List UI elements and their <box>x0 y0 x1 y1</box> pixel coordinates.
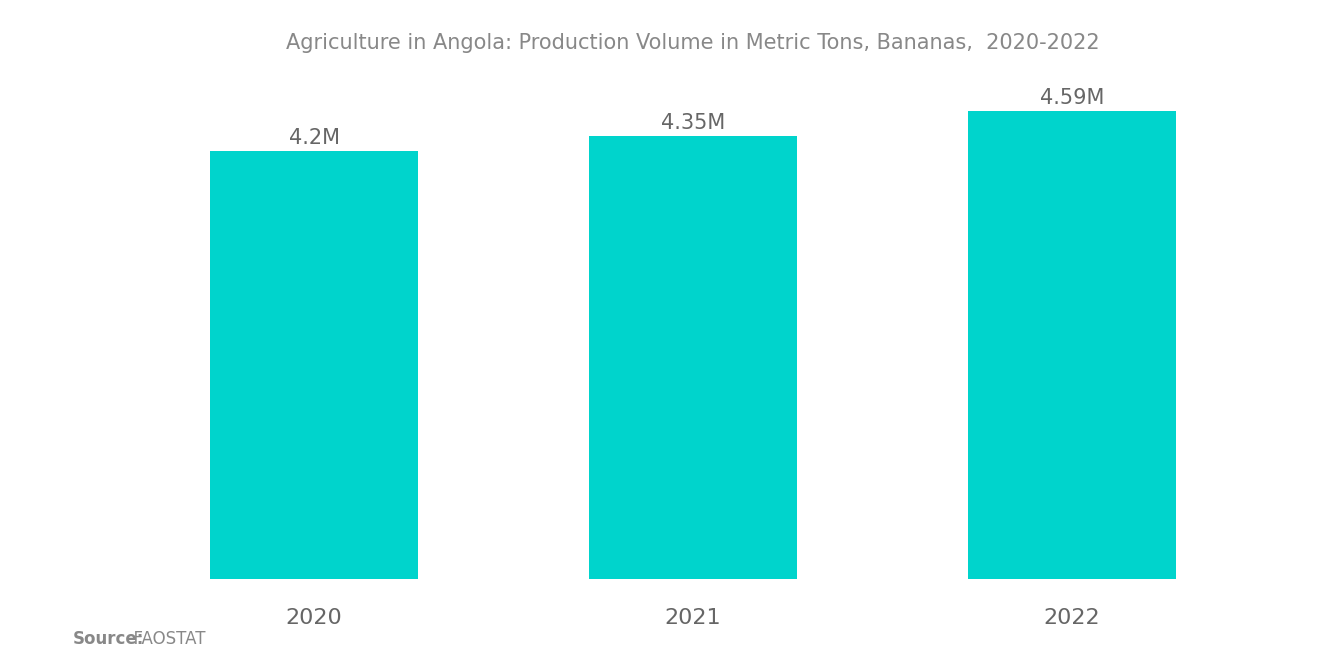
Text: 4.59M: 4.59M <box>1040 88 1104 108</box>
Text: 4.2M: 4.2M <box>289 128 339 148</box>
Title: Agriculture in Angola: Production Volume in Metric Tons, Bananas,  2020-2022: Agriculture in Angola: Production Volume… <box>286 33 1100 53</box>
Bar <box>968 111 1176 579</box>
Bar <box>589 136 797 579</box>
Text: Source:: Source: <box>73 630 144 648</box>
Text: 4.35M: 4.35M <box>661 113 725 133</box>
Text: FAOSTAT: FAOSTAT <box>123 630 206 648</box>
Bar <box>210 151 418 579</box>
